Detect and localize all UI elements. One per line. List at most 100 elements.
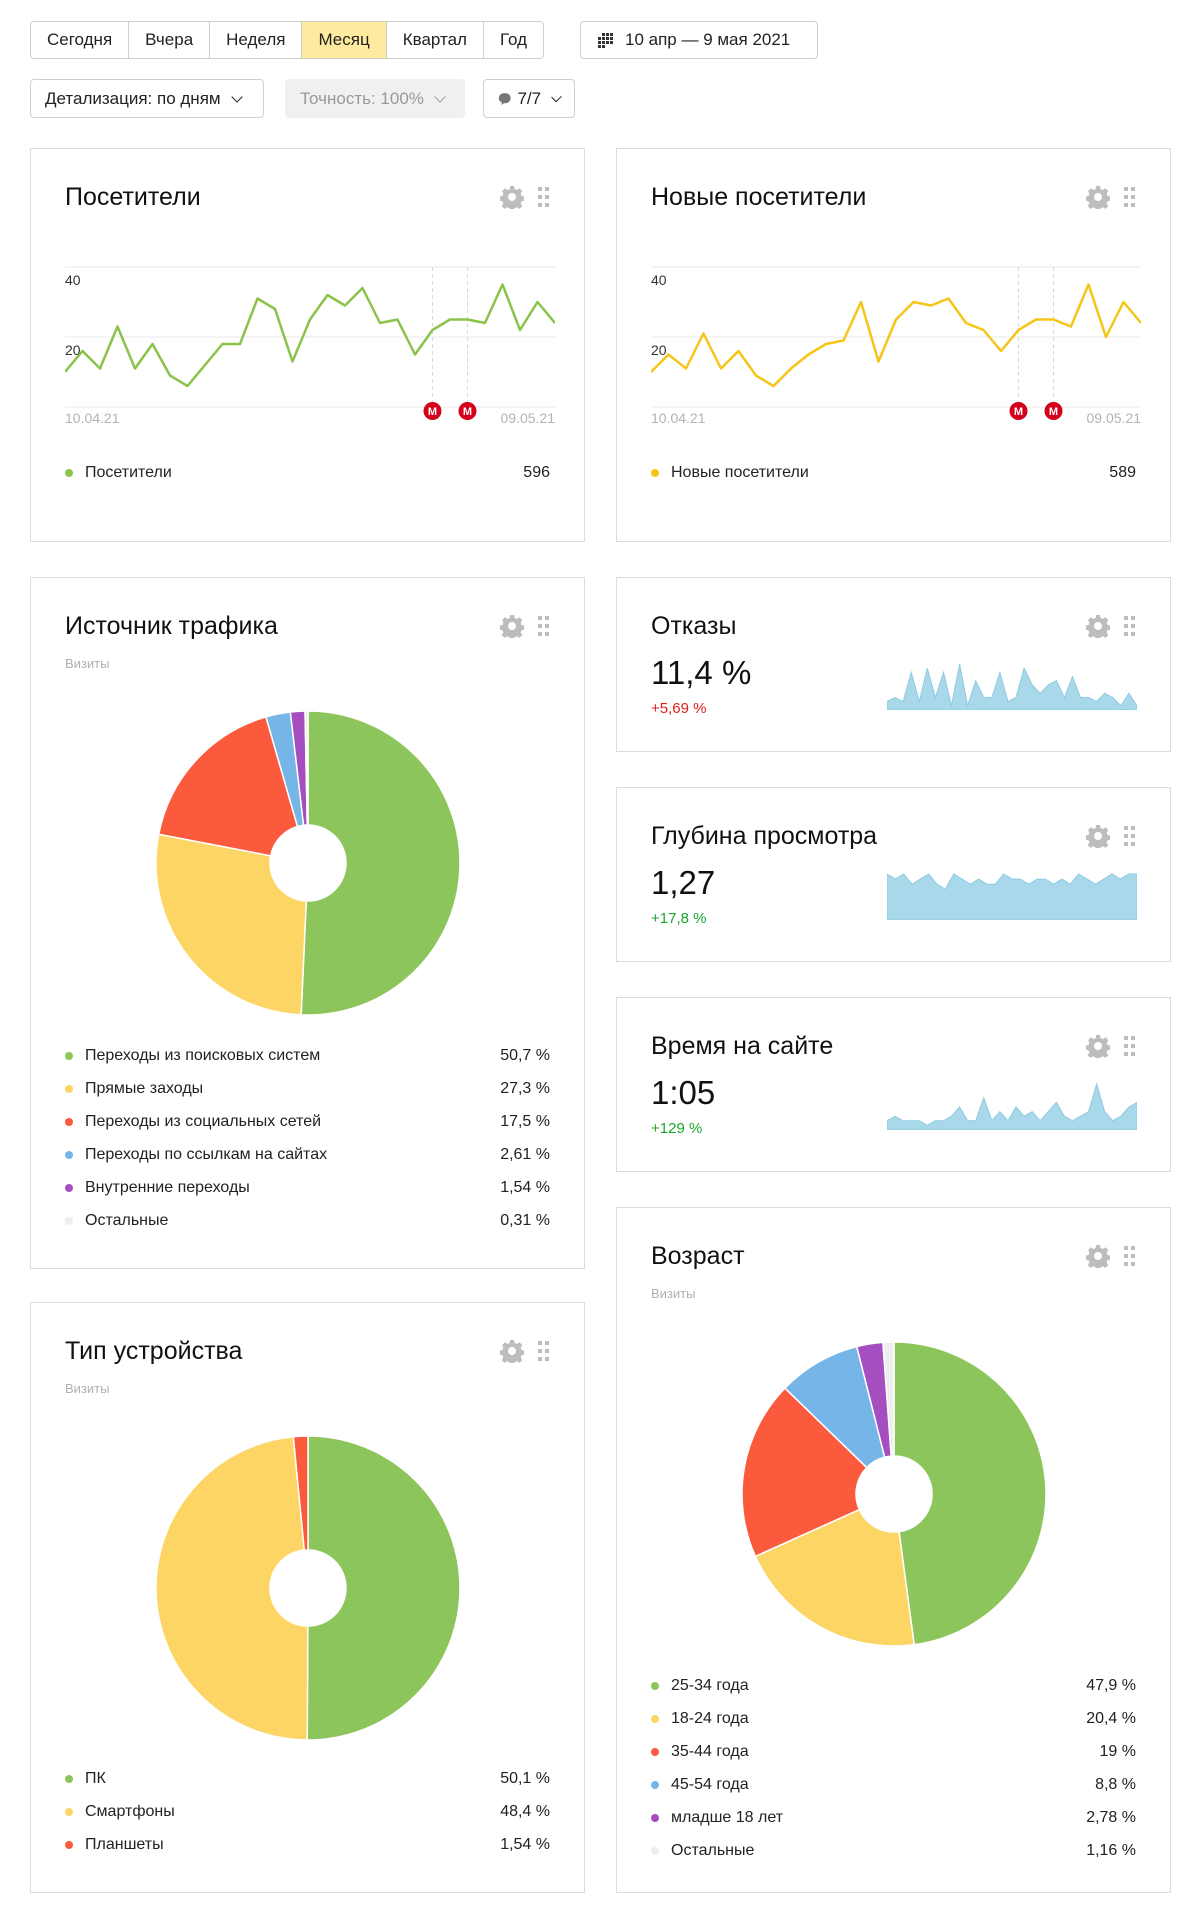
annotation-label: М	[463, 406, 472, 418]
legend-item: Остальные 1,16 %	[651, 1834, 1136, 1867]
widget-bounce-rate: Отказы 11,4 % +5,69 %	[616, 577, 1171, 752]
period-year-button[interactable]: Год	[483, 22, 544, 58]
drag-handle-icon[interactable]	[1124, 1036, 1136, 1056]
widget-title: Отказы	[651, 612, 737, 640]
widget-device-type: Тип устройства Визиты ПК 50,1 % Смартфоны 4…	[30, 1302, 585, 1893]
legend-name: Планшеты	[85, 1835, 164, 1853]
period-selector: Сегодня Вчера Неделя Месяц Квартал Год	[30, 21, 545, 59]
legend-name: Новые посетители	[671, 463, 809, 481]
y-tick-label: 20	[651, 342, 667, 358]
period-week-button[interactable]: Неделя	[210, 22, 303, 58]
gear-icon[interactable]	[1086, 824, 1110, 848]
y-tick-label: 40	[65, 272, 81, 288]
legend-name: 18-24 года	[671, 1709, 749, 1727]
legend-value: 20,4 %	[1086, 1709, 1136, 1727]
annotation-dot	[1009, 402, 1028, 420]
legend-name: Переходы из поисковых систем	[85, 1046, 321, 1064]
legend-item: 18-24 года 20,4 %	[651, 1702, 1136, 1735]
date-range-button[interactable]: 10 апр — 9 мая 2021	[580, 21, 818, 59]
legend-value: 589	[1109, 463, 1136, 481]
widget-title: Возраст	[651, 1242, 745, 1270]
period-month-button[interactable]: Месяц	[302, 22, 387, 58]
legend-dot	[651, 468, 659, 477]
x-tick-label: 10.04.21	[651, 410, 706, 424]
period-yesterday-button[interactable]: Вчера	[129, 22, 211, 58]
widget-subtitle: Визиты	[65, 656, 110, 671]
detail-dropdown[interactable]: Детализация: по дням	[30, 79, 264, 118]
legend-dot	[65, 1216, 73, 1225]
metric-delta: +17,8 %	[651, 910, 707, 927]
metric-value: 1,27	[651, 864, 716, 901]
gear-icon[interactable]	[500, 1339, 524, 1363]
x-tick-label: 09.05.21	[1087, 410, 1142, 424]
pie-slice	[157, 716, 299, 857]
drag-handle-icon[interactable]	[538, 1341, 550, 1361]
legend-name: Остальные	[671, 1841, 755, 1859]
annotation-marker: М	[458, 402, 477, 420]
drag-handle-icon[interactable]	[1124, 187, 1136, 207]
gear-icon[interactable]	[1086, 1244, 1110, 1268]
drag-handle-icon[interactable]	[1124, 826, 1136, 846]
legend-dot	[651, 1780, 659, 1789]
legend-item: Переходы из социальных сетей 17,5 %	[65, 1105, 550, 1138]
pie-slice	[300, 710, 461, 1016]
legend-name: Внутренние переходы	[85, 1178, 250, 1196]
widget-title: Тип устройства	[65, 1337, 243, 1365]
legend-value: 19 %	[1099, 1742, 1136, 1760]
widget-tools	[1086, 824, 1136, 848]
widget-title: Время на сайте	[651, 1032, 834, 1060]
sparkline	[887, 663, 1137, 710]
legend-dot	[65, 1183, 73, 1192]
drag-handle-icon[interactable]	[538, 616, 550, 636]
widget-tools	[1086, 185, 1136, 209]
date-range-label: 10 апр — 9 мая 2021	[625, 30, 791, 49]
legend-value: 2,78 %	[1086, 1808, 1136, 1826]
gear-icon[interactable]	[1086, 185, 1110, 209]
period-today-button[interactable]: Сегодня	[31, 22, 130, 58]
legend-name: Остальные	[85, 1211, 169, 1229]
gear-icon[interactable]	[500, 614, 524, 638]
legend-name: 25-34 года	[671, 1676, 749, 1694]
legend-value: 1,54 %	[500, 1835, 550, 1853]
y-tick-label: 40	[651, 272, 667, 288]
legend-name: Посетители	[85, 463, 172, 481]
legend-item: 35-44 года 19 %	[651, 1735, 1136, 1768]
widget-time-on-site: Время на сайте 1:05 +129 %	[616, 997, 1171, 1172]
legend-name: младше 18 лет	[671, 1808, 784, 1826]
legend-name: 45-54 года	[671, 1775, 749, 1793]
legend-item: Планшеты 1,54 %	[65, 1828, 550, 1861]
donut-chart	[741, 1341, 1047, 1647]
legend-name: Переходы из социальных сетей	[85, 1112, 322, 1130]
sparkline-area	[887, 1082, 1137, 1130]
legend-dot	[65, 1150, 73, 1159]
gear-icon[interactable]	[500, 185, 524, 209]
legend-name: 35-44 года	[671, 1742, 749, 1760]
accuracy-dropdown[interactable]: Точность: 100%	[285, 79, 465, 118]
widget-tools	[500, 1339, 550, 1363]
widget-title: Посетители	[65, 183, 201, 211]
gear-icon[interactable]	[1086, 614, 1110, 638]
x-tick-label: 09.05.21	[501, 410, 556, 424]
drag-handle-icon[interactable]	[1124, 1246, 1136, 1266]
widget-title: Источник трафика	[65, 612, 278, 640]
legend-dot	[65, 1051, 73, 1060]
drag-handle-icon[interactable]	[1124, 616, 1136, 636]
legend-item: Новые посетители 589	[651, 456, 1136, 489]
pie-slice	[292, 1435, 309, 1551]
legend-value: 17,5 %	[500, 1112, 550, 1130]
legend-item: Переходы из поисковых систем 50,7 %	[65, 1039, 550, 1072]
period-quarter-button[interactable]: Квартал	[386, 22, 484, 58]
drag-handle-icon[interactable]	[538, 187, 550, 207]
annotation-dot	[458, 402, 477, 420]
gear-icon[interactable]	[1086, 1034, 1110, 1058]
series-line	[65, 283, 555, 388]
legend-item: младше 18 лет 2,78 %	[651, 1801, 1136, 1834]
segment-dropdown[interactable]: 7/7	[483, 79, 575, 118]
segment-label: 7/7	[517, 88, 542, 108]
legend-dot	[65, 1840, 73, 1849]
widget-tools	[500, 185, 550, 209]
comment-icon	[498, 92, 511, 105]
legend-value: 50,1 %	[500, 1769, 550, 1787]
pie-slice	[155, 833, 308, 1016]
legend-value: 27,3 %	[500, 1079, 550, 1097]
